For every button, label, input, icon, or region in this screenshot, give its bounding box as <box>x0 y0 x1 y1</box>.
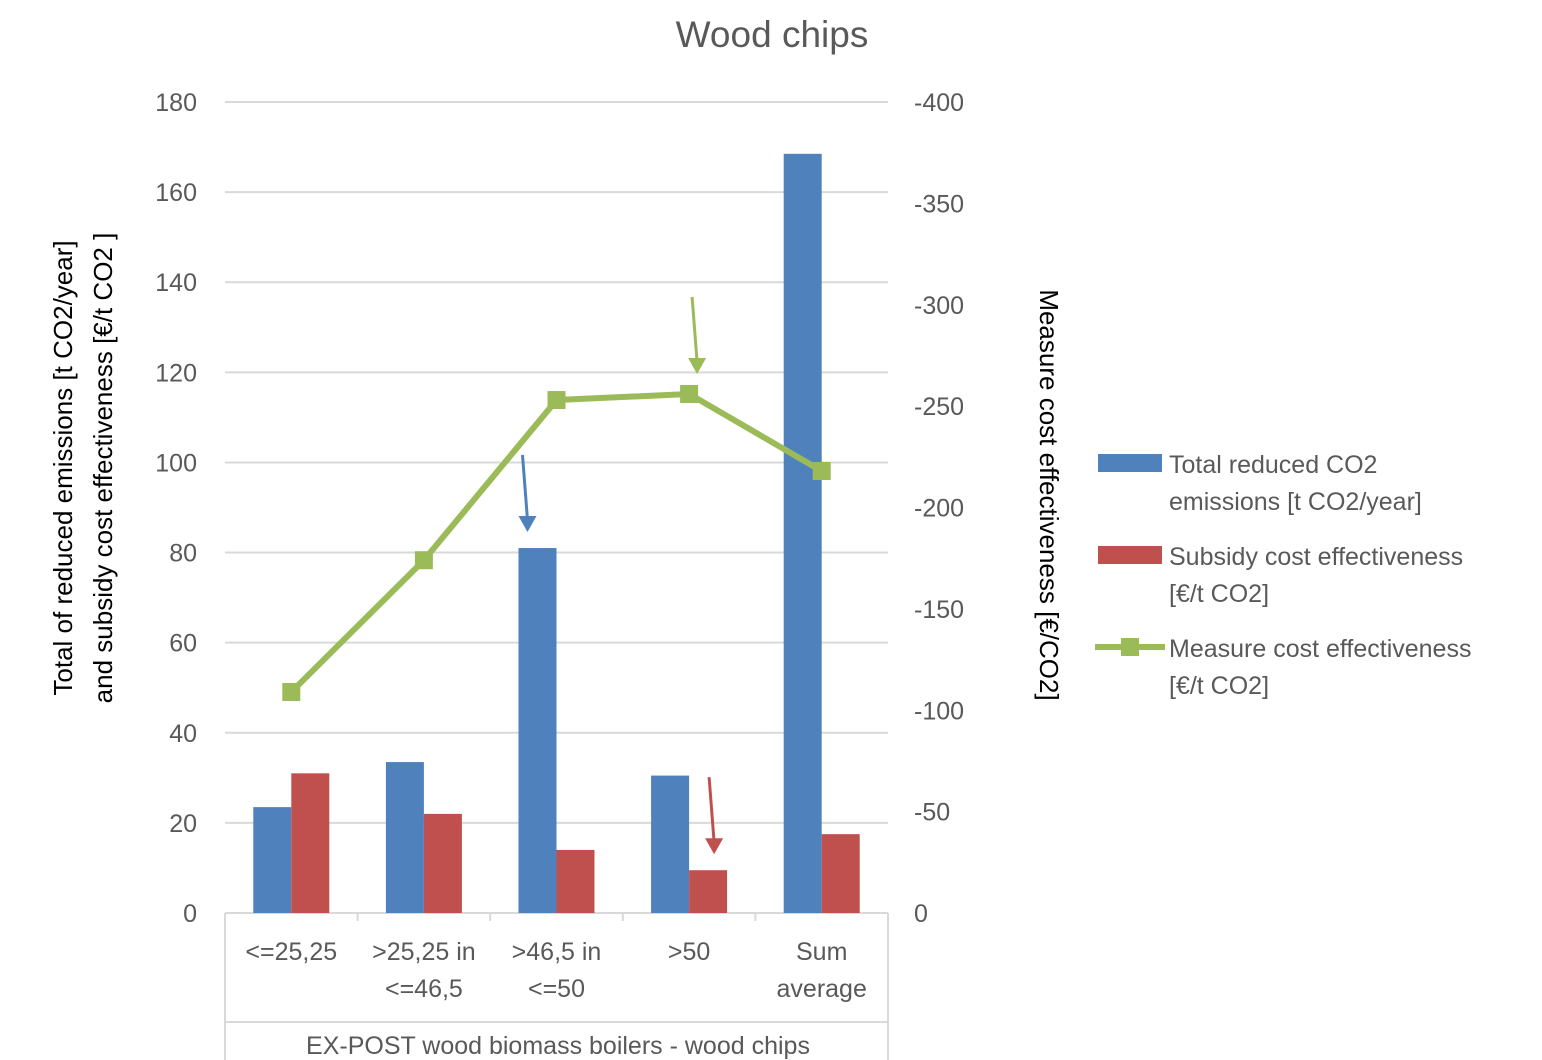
legend-swatch <box>1098 546 1162 564</box>
legend-label: Subsidy cost effectiveness [€/t CO2] <box>1169 543 1463 608</box>
left-axis-ticks: 0 20 40 60 80 100 120 140 160 180 <box>155 89 197 928</box>
line-marker <box>680 384 699 403</box>
x-axis: <=25,25 >25,25 in <=46,5 >46,5 in <=50 >50 Sum… <box>224 912 889 1060</box>
y2-tick-label: -250 <box>914 393 964 421</box>
y-tick-label: 120 <box>155 359 197 387</box>
y2-tick-label: -100 <box>914 697 964 725</box>
y-tick-label: 80 <box>169 540 197 568</box>
bar <box>689 870 728 913</box>
right-axis-ticks: 0 -50 -100 -150 -200 -250 -300 -350 -400 <box>914 89 964 928</box>
y-tick-label: 0 <box>183 900 197 928</box>
annotation-arrow-head <box>705 838 724 855</box>
y-tick-label: 20 <box>169 810 197 838</box>
gridlines <box>225 101 888 824</box>
annotation-arrow-head <box>518 516 537 533</box>
x-tick-label: <=25,25 <box>245 938 337 966</box>
legend-label: Measure cost effectiveness [€/t CO2] <box>1169 635 1471 700</box>
legend: Total reduced CO2 emissions [t CO2/year] S… <box>1095 451 1471 700</box>
y-tick-label: 140 <box>155 269 197 297</box>
x-tick-label: >25,25 in <=46,5 <box>372 938 476 1003</box>
bar <box>253 807 292 913</box>
y-axis-label-line1: Total of reduced emissions [t CO2/year] <box>48 240 78 695</box>
y2-tick-label: 0 <box>914 900 928 928</box>
legend-label: Total reduced CO2 emissions [t CO2/year] <box>1169 451 1422 516</box>
annotation-arrow-shaft <box>690 296 699 363</box>
y2-axis-label: Measure cost effectiveness [€/CO2] <box>1034 289 1064 700</box>
y2-tick-label: -300 <box>914 292 964 320</box>
legend-swatch-marker <box>1121 638 1139 656</box>
bar <box>518 548 557 913</box>
y-tick-label: 180 <box>155 89 197 117</box>
bar <box>423 813 462 913</box>
legend-swatch <box>1098 454 1162 472</box>
line-marker <box>282 683 301 702</box>
bar <box>651 775 690 913</box>
y2-tick-label: -400 <box>914 89 964 117</box>
y-tick-label: 40 <box>169 720 197 748</box>
y-tick-label: 160 <box>155 179 197 207</box>
y2-tick-label: -150 <box>914 596 964 624</box>
bar <box>821 834 860 913</box>
x-tick-label: Sum average <box>777 938 867 1003</box>
y-tick-label: 60 <box>169 630 197 658</box>
bar <box>385 762 424 913</box>
y-tick-label: 100 <box>155 449 197 477</box>
annotation-arrow-head <box>688 357 707 374</box>
chart-title: Wood chips <box>676 14 869 55</box>
annotation-arrow-shaft <box>521 454 529 521</box>
x-tick-label: >46,5 in <=50 <box>512 938 602 1003</box>
bar <box>783 153 822 913</box>
x-tick-label: >50 <box>668 938 710 966</box>
line-marker <box>547 391 566 410</box>
bars <box>253 153 860 913</box>
bar <box>556 849 595 913</box>
annotation-arrow-shaft <box>707 777 716 843</box>
arrow-annotations <box>518 296 724 855</box>
line-marker <box>414 551 433 570</box>
series-line <box>282 384 831 702</box>
y2-tick-label: -350 <box>914 190 964 218</box>
x-axis-title: EX-POST wood biomass boilers - wood chip… <box>306 1032 810 1060</box>
y2-tick-label: -50 <box>914 799 950 827</box>
line-marker <box>812 462 831 481</box>
y2-tick-label: -200 <box>914 495 964 523</box>
bar <box>291 773 330 913</box>
y-axis-label-line2: and subsidy cost effectiveness [€/t CO2 … <box>88 233 118 704</box>
